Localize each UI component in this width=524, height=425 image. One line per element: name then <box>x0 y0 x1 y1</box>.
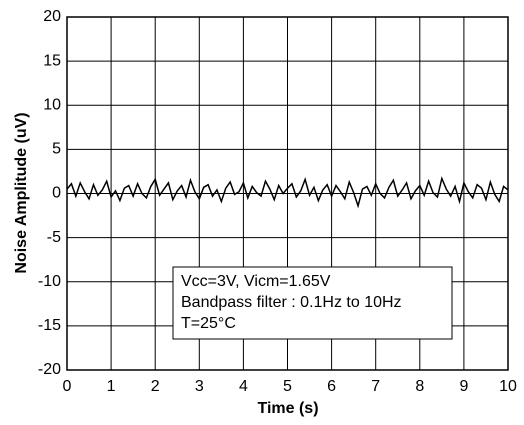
x-tick-label: 6 <box>327 378 336 395</box>
x-tick-label: 5 <box>283 378 292 395</box>
y-tick-label: 10 <box>43 96 61 113</box>
x-tick-label: 9 <box>459 378 468 395</box>
x-tick-label: 2 <box>151 378 160 395</box>
x-tick-label: 4 <box>239 378 248 395</box>
annotation: Bandpass filter : 0.1Hz to 10Hz <box>181 294 402 311</box>
y-axis-label: Noise Amplitude (uV) <box>13 112 30 273</box>
y-tick-label: -10 <box>38 273 61 290</box>
annotation-box <box>172 266 453 340</box>
x-tick-label: 3 <box>195 378 204 395</box>
plot-border <box>66 16 509 371</box>
y-tick-label: 5 <box>52 141 61 158</box>
x-tick-label: 0 <box>63 378 72 395</box>
x-axis-label: Time (s) <box>257 400 318 417</box>
y-tick-label: -5 <box>47 229 61 246</box>
x-tick-label: 1 <box>107 378 116 395</box>
y-tick-label: -20 <box>38 361 61 378</box>
y-tick-label: 15 <box>43 52 61 69</box>
x-tick-label: 10 <box>499 378 517 395</box>
y-tick-label: 20 <box>43 8 61 25</box>
annotation: Vcc=3V, Vicm=1.65V <box>181 273 331 290</box>
x-tick-label: 8 <box>415 378 424 395</box>
noise-line <box>66 176 509 209</box>
x-tick-label: 7 <box>371 378 380 395</box>
y-tick-label: -15 <box>38 317 61 334</box>
y-tick-label: 0 <box>52 185 61 202</box>
annotation: T=25°C <box>181 315 236 332</box>
